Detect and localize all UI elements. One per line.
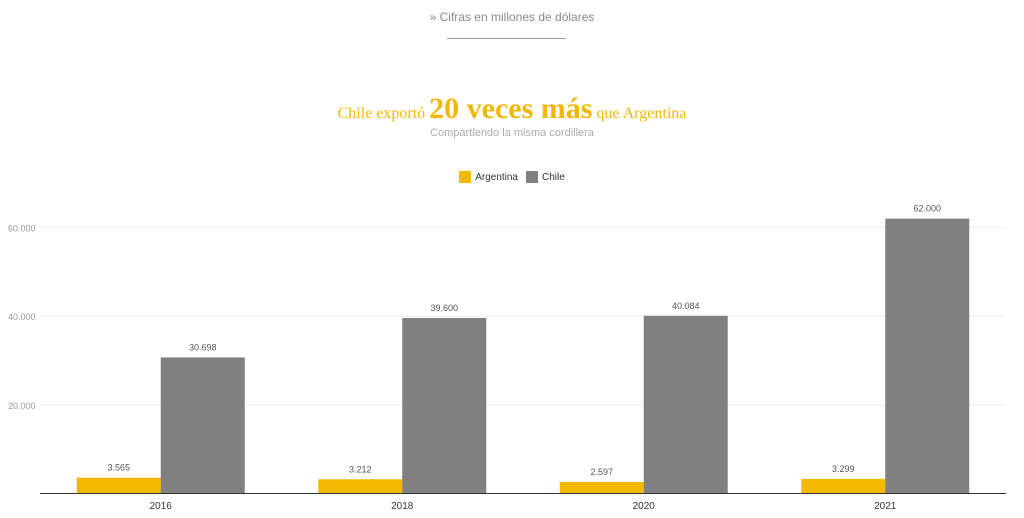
- legend-label-argentina: Argentina: [475, 171, 518, 183]
- divider-line: [447, 38, 566, 39]
- legend-swatch-argentina: [459, 171, 472, 183]
- data-label: 3.212: [349, 464, 372, 474]
- chart-title: Chile exportó 20 veces más que Argentina: [0, 92, 1024, 131]
- units-note: » Cifras en millones de dólares: [429, 10, 595, 24]
- chart-subtitle: Compartiendo la misma cordillera: [430, 127, 594, 139]
- bar-chile: [402, 317, 487, 494]
- legend-item-argentina[interactable]: Argentina: [459, 171, 518, 183]
- bar-chile: [160, 357, 245, 494]
- title-part-2: 20 veces más: [429, 92, 593, 125]
- legend-swatch-chile: [526, 171, 538, 183]
- data-label: 39.600: [430, 303, 458, 313]
- data-label: 40.084: [672, 301, 700, 311]
- bar-argentina: [801, 478, 886, 494]
- y-tick-label: 60.000: [8, 224, 36, 234]
- y-tick-label: 20.000: [8, 401, 36, 411]
- bar-chile: [885, 218, 970, 494]
- data-label: 62.000: [913, 204, 941, 214]
- y-tick-label: 40.000: [8, 312, 36, 322]
- legend-label-chile: Chile: [542, 171, 565, 183]
- legend-item-chile[interactable]: Chile: [526, 171, 565, 183]
- x-tick-label: 2021: [874, 501, 897, 512]
- bar-argentina: [76, 477, 161, 494]
- x-tick-label: 2018: [391, 501, 414, 512]
- data-label: 2.597: [590, 467, 613, 477]
- bar-chile: [643, 315, 728, 494]
- legend: Argentina Chile: [0, 171, 1024, 183]
- data-label: 30.698: [189, 342, 217, 352]
- data-label: 3.299: [832, 464, 855, 474]
- data-label: 3.565: [107, 463, 130, 473]
- x-tick-label: 2020: [633, 501, 656, 512]
- title-part-1: Chile exportó: [337, 105, 430, 122]
- title-part-3: que Argentina: [592, 105, 687, 122]
- bar-argentina: [318, 479, 403, 494]
- bar-argentina: [559, 481, 644, 494]
- x-tick-label: 2016: [150, 501, 173, 512]
